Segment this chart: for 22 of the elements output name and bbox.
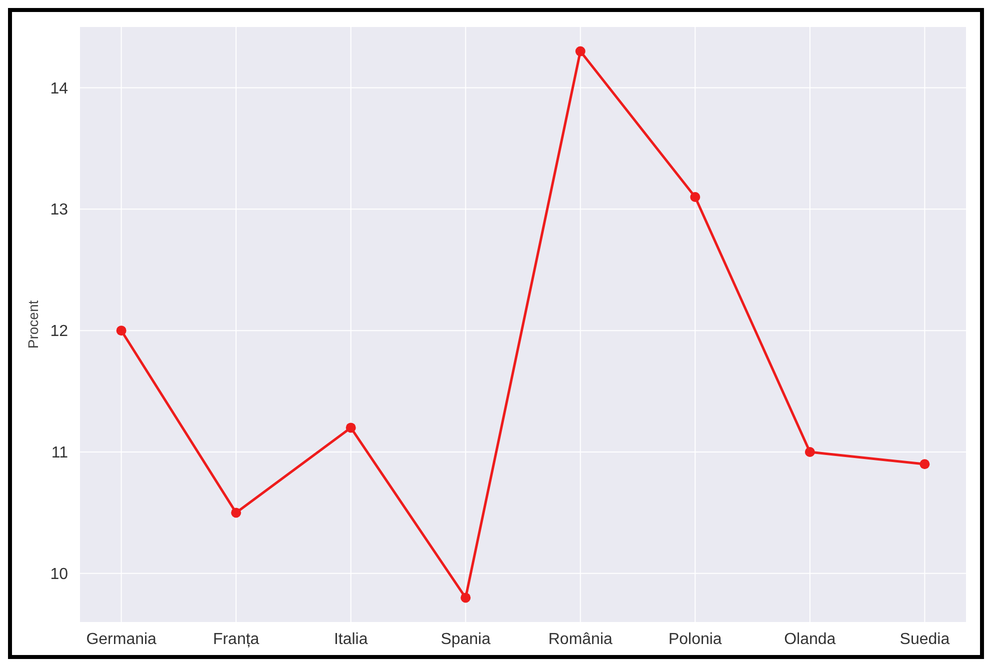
x-tick-label: Olanda	[784, 631, 836, 648]
point	[920, 459, 930, 470]
point	[460, 592, 471, 603]
point	[231, 508, 242, 518]
x-tick-label: Spania	[440, 631, 491, 648]
point	[804, 447, 815, 457]
point	[690, 192, 700, 202]
x-tick-label: Suedia	[900, 631, 950, 648]
y-tick-label: 14	[50, 80, 68, 98]
x-tick-label: România	[548, 631, 612, 648]
y-tick-label: 10	[50, 566, 68, 584]
point	[575, 46, 586, 56]
y-tick-label: 11	[51, 444, 68, 462]
x-tick-label: Italia	[334, 631, 368, 648]
point	[346, 422, 356, 433]
x-tick-label: Polonia	[668, 631, 722, 648]
x-tick-label: Franța	[212, 631, 260, 648]
point	[116, 326, 126, 336]
x-tick-label: Germania	[86, 631, 157, 648]
y-axis-title: Procent	[25, 300, 41, 349]
y-tick-label: 13	[50, 202, 68, 219]
y-tick-label: 12	[50, 323, 68, 340]
